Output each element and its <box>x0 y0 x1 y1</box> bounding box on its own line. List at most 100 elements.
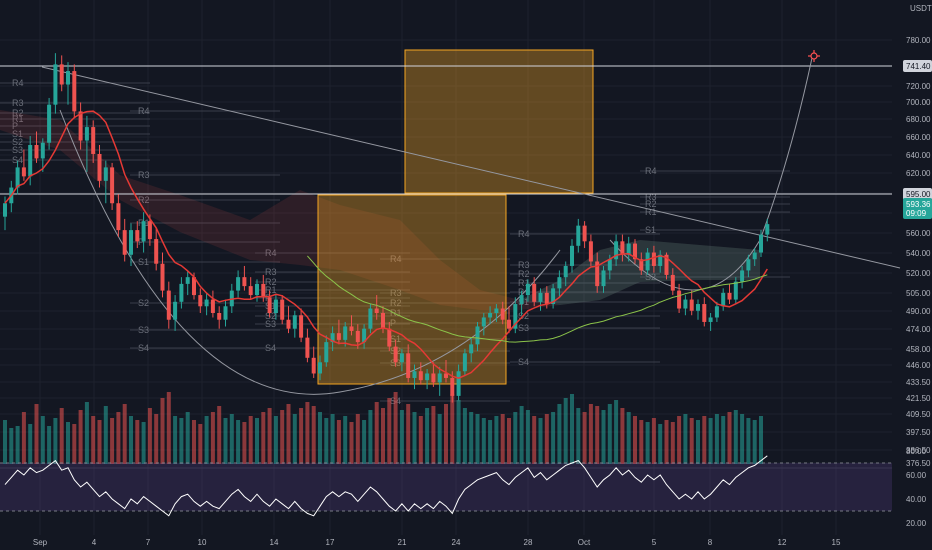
candle <box>696 299 700 320</box>
candle <box>431 362 436 387</box>
volume-bar <box>103 406 108 464</box>
candle <box>185 270 190 296</box>
pivot-label: S3 <box>138 325 149 335</box>
volume-bar <box>727 412 732 464</box>
volume-bar <box>481 418 486 464</box>
time-tick-label: 4 <box>92 538 97 547</box>
candle <box>469 337 474 363</box>
pivot-label: S3 <box>518 323 529 333</box>
volume-bar <box>557 404 562 464</box>
volume-bar <box>570 394 574 464</box>
volume-bar <box>242 422 247 464</box>
candle <box>399 348 404 372</box>
volume-bar <box>236 420 241 464</box>
volume-bar <box>21 412 26 464</box>
volume-bar <box>626 412 631 464</box>
candle <box>462 348 467 376</box>
volume-bar <box>255 418 259 464</box>
volume-bar <box>507 418 511 464</box>
volume-bar <box>280 410 285 464</box>
pivot-label: S3 <box>265 319 276 329</box>
candle <box>481 313 486 336</box>
rsi-band <box>0 463 892 511</box>
volume-bar <box>324 418 329 464</box>
pivot-label: R4 <box>12 78 24 88</box>
sma-line <box>307 255 768 343</box>
volume-bar <box>519 406 524 464</box>
price-tick-label: 700.00 <box>906 98 931 107</box>
volume-bar <box>59 408 64 464</box>
time-tick-label: Sep <box>33 538 48 547</box>
candle <box>532 277 537 307</box>
candle <box>752 248 757 266</box>
volume-bar <box>91 416 96 464</box>
time-tick-label: 17 <box>326 538 335 547</box>
candle <box>595 252 600 293</box>
pivot-label: R1 <box>12 114 24 124</box>
target-box[interactable] <box>404 49 594 194</box>
volume-bar <box>412 412 417 464</box>
volume-bar <box>532 416 537 464</box>
pivot-label: R4 <box>390 254 402 264</box>
price-tick-label: 386.50 <box>906 446 931 455</box>
cup-curve[interactable] <box>59 109 561 395</box>
time-tick-label: 7 <box>146 538 151 547</box>
time-tick-label: 28 <box>524 538 533 547</box>
pivot-label: R3 <box>390 288 402 298</box>
volume-bar <box>192 420 196 464</box>
volume-bar <box>595 406 600 464</box>
ema-line <box>4 110 768 379</box>
volume-bar <box>513 412 518 464</box>
volume-bar <box>330 414 335 464</box>
candle <box>374 295 379 320</box>
candle <box>412 364 417 390</box>
volume-bar <box>633 416 637 464</box>
volume-bar <box>488 420 493 464</box>
pivot-label: S2 <box>265 311 276 321</box>
candle <box>714 301 719 322</box>
time-tick-label: 21 <box>398 538 407 547</box>
volume-bar <box>141 422 146 464</box>
time-tick-label: 14 <box>270 538 279 547</box>
pivot-label: R3 <box>645 192 657 202</box>
price-tick-label: 660.00 <box>906 133 931 142</box>
pivot-label: S1 <box>645 225 656 235</box>
volume-bar <box>444 404 448 464</box>
price-tick-label: 620.00 <box>906 169 931 178</box>
volume-bar <box>368 410 373 464</box>
volume-bar <box>670 422 675 464</box>
pivot-label: R2 <box>12 108 24 118</box>
candle <box>759 230 763 257</box>
target-marker[interactable] <box>808 50 820 62</box>
candle <box>444 360 448 383</box>
candle <box>570 239 574 273</box>
volume-bar <box>47 426 52 464</box>
pivot-label: S1 <box>12 129 23 139</box>
candle <box>525 279 530 302</box>
candle <box>248 277 253 300</box>
trendline[interactable] <box>41 66 901 269</box>
pivot-label: P <box>12 121 18 131</box>
candle <box>677 283 682 313</box>
volume-bar <box>292 414 297 464</box>
base-box[interactable] <box>317 194 507 385</box>
volume-bar <box>664 420 669 464</box>
pivot-label: R1 <box>265 285 277 295</box>
pivot-label: S1 <box>390 334 401 344</box>
volume-bar <box>475 414 480 464</box>
candle <box>299 308 304 343</box>
candle <box>47 97 52 150</box>
volume-bars <box>3 392 763 464</box>
price-axis[interactable]: 780.00740.00720.00700.00680.00660.00640.… <box>906 36 931 528</box>
volume-bar <box>469 412 474 464</box>
time-axis[interactable]: Sep 4 7 10 14 17 21 24 28 Oct 5 8 12 15 <box>33 538 841 547</box>
candle <box>588 234 593 266</box>
time-tick-label: 10 <box>198 538 207 547</box>
candle <box>66 62 70 105</box>
candle <box>204 292 209 316</box>
candle <box>311 346 316 378</box>
volume-bar <box>752 420 757 464</box>
pivot-label: R2 <box>645 199 657 209</box>
price-tick-label: 409.50 <box>906 410 931 419</box>
